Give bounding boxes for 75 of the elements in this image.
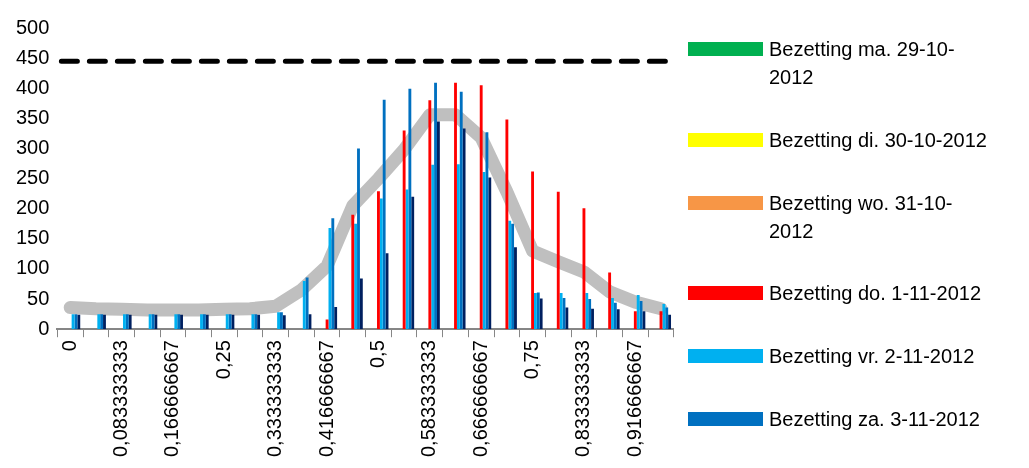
bar bbox=[382, 99, 386, 330]
bar bbox=[408, 88, 412, 330]
bar bbox=[434, 82, 437, 330]
bar bbox=[616, 309, 620, 330]
y-tick-label: 300 bbox=[15, 136, 50, 158]
bar bbox=[559, 293, 563, 330]
bar bbox=[608, 272, 612, 330]
bar bbox=[591, 308, 594, 330]
bar bbox=[305, 277, 309, 330]
x-tick-label: 0,833333333 bbox=[571, 340, 594, 458]
bar bbox=[665, 307, 669, 330]
bar bbox=[662, 303, 666, 330]
bar bbox=[431, 164, 435, 330]
bar bbox=[454, 82, 457, 330]
bar bbox=[514, 247, 517, 330]
x-tick-label: 0,5 bbox=[365, 340, 388, 369]
bar bbox=[531, 171, 534, 330]
bar bbox=[613, 302, 617, 330]
bar bbox=[505, 119, 509, 330]
bar bbox=[331, 218, 335, 330]
legend-label: Bezetting di. 30-10-2012 bbox=[769, 128, 988, 153]
bar bbox=[402, 130, 406, 330]
legend-label: Bezetting do. 1-11-2012 bbox=[769, 281, 982, 307]
bar bbox=[459, 91, 463, 330]
x-tick-label: 0,333333333 bbox=[263, 340, 286, 458]
y-tick-label: 400 bbox=[15, 75, 50, 98]
bar bbox=[539, 298, 543, 330]
bar bbox=[354, 223, 358, 330]
bar bbox=[411, 196, 415, 330]
bar bbox=[325, 319, 329, 330]
y-tick-label: 100 bbox=[15, 256, 50, 279]
x-tick-label: 0 bbox=[57, 340, 80, 352]
x-tick-label: 0,916666667 bbox=[622, 340, 645, 458]
bar bbox=[377, 191, 380, 330]
y-tick-label: 500 bbox=[15, 15, 50, 38]
y-tick-label: 350 bbox=[15, 105, 50, 128]
bar bbox=[588, 299, 592, 330]
bar bbox=[611, 297, 614, 330]
bar bbox=[359, 278, 363, 330]
bar bbox=[436, 121, 440, 330]
bar bbox=[456, 164, 460, 330]
legend-label: Bezetting wo. 31-10-2012 bbox=[769, 190, 954, 244]
x-tick-label: 0,25 bbox=[211, 340, 234, 380]
y-tick-label: 250 bbox=[15, 166, 50, 189]
bar bbox=[351, 214, 355, 330]
bar bbox=[668, 314, 672, 330]
x-tick-label: 0,583333333 bbox=[417, 340, 440, 458]
x-tick-label: 0,75 bbox=[520, 340, 543, 380]
bar bbox=[485, 132, 489, 330]
bar bbox=[479, 85, 483, 330]
y-tick-label: 150 bbox=[15, 226, 50, 249]
y-tick-label: 0 bbox=[38, 316, 50, 339]
bar bbox=[565, 307, 569, 330]
bar bbox=[462, 128, 466, 330]
y-tick-label: 450 bbox=[15, 45, 50, 68]
bar bbox=[428, 100, 432, 330]
x-tick-label: 0,166666667 bbox=[160, 340, 183, 458]
bar bbox=[556, 191, 560, 330]
x-tick-label: 0,416666667 bbox=[314, 340, 337, 458]
bar bbox=[633, 311, 637, 330]
bar bbox=[357, 148, 360, 330]
x-tick-label: 0,083333333 bbox=[109, 340, 132, 458]
bar bbox=[334, 306, 338, 330]
bar bbox=[488, 177, 492, 330]
bar bbox=[379, 198, 383, 330]
y-tick-label: 200 bbox=[15, 196, 50, 219]
legend-label: Bezetting vr. 2-11-2012 bbox=[769, 343, 976, 369]
legend-label: Bezetting ma. 29-10-2012 bbox=[769, 37, 956, 91]
y-tick-label: 50 bbox=[27, 286, 50, 309]
bar bbox=[642, 311, 646, 330]
bar bbox=[585, 293, 589, 330]
x-tick-label: 0,666666667 bbox=[468, 340, 491, 458]
legend-label: Bezetting za. 3-11-2012 bbox=[769, 406, 981, 432]
bar bbox=[302, 281, 306, 330]
bar bbox=[636, 294, 640, 330]
